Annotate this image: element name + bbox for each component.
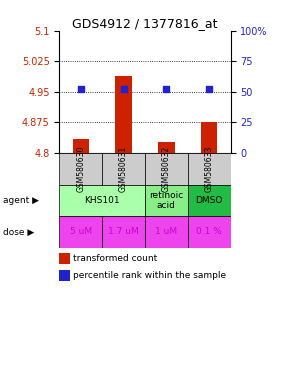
Bar: [102, 153, 145, 185]
Bar: [145, 185, 188, 216]
Text: percentile rank within the sample: percentile rank within the sample: [73, 271, 226, 280]
Bar: [73, 139, 89, 153]
Text: GSM580631: GSM580631: [119, 146, 128, 192]
Point: [164, 86, 169, 92]
Bar: [102, 216, 145, 248]
Bar: [59, 185, 145, 216]
Bar: [201, 122, 217, 153]
Bar: [115, 76, 132, 153]
Text: dose ▶: dose ▶: [3, 227, 34, 237]
Text: 5 uM: 5 uM: [70, 227, 92, 237]
Text: GSM580632: GSM580632: [162, 146, 171, 192]
Text: KHS101: KHS101: [84, 196, 120, 205]
Text: GSM580633: GSM580633: [205, 146, 214, 192]
Point: [207, 86, 211, 92]
Text: 1 uM: 1 uM: [155, 227, 177, 237]
Point: [79, 86, 83, 92]
Text: 1.7 uM: 1.7 uM: [108, 227, 139, 237]
Bar: [188, 185, 231, 216]
Text: 0.1 %: 0.1 %: [196, 227, 222, 237]
Bar: [158, 142, 175, 153]
Text: retinoic
acid: retinoic acid: [149, 190, 184, 210]
Text: GSM580630: GSM580630: [76, 146, 85, 192]
Bar: [59, 153, 102, 185]
Point: [121, 86, 126, 92]
Text: DMSO: DMSO: [195, 196, 223, 205]
Bar: [59, 216, 102, 248]
Title: GDS4912 / 1377816_at: GDS4912 / 1377816_at: [72, 17, 218, 30]
Bar: [145, 153, 188, 185]
Bar: [188, 216, 231, 248]
Bar: [188, 153, 231, 185]
Text: transformed count: transformed count: [73, 254, 157, 263]
Bar: [145, 216, 188, 248]
Text: agent ▶: agent ▶: [3, 196, 39, 205]
